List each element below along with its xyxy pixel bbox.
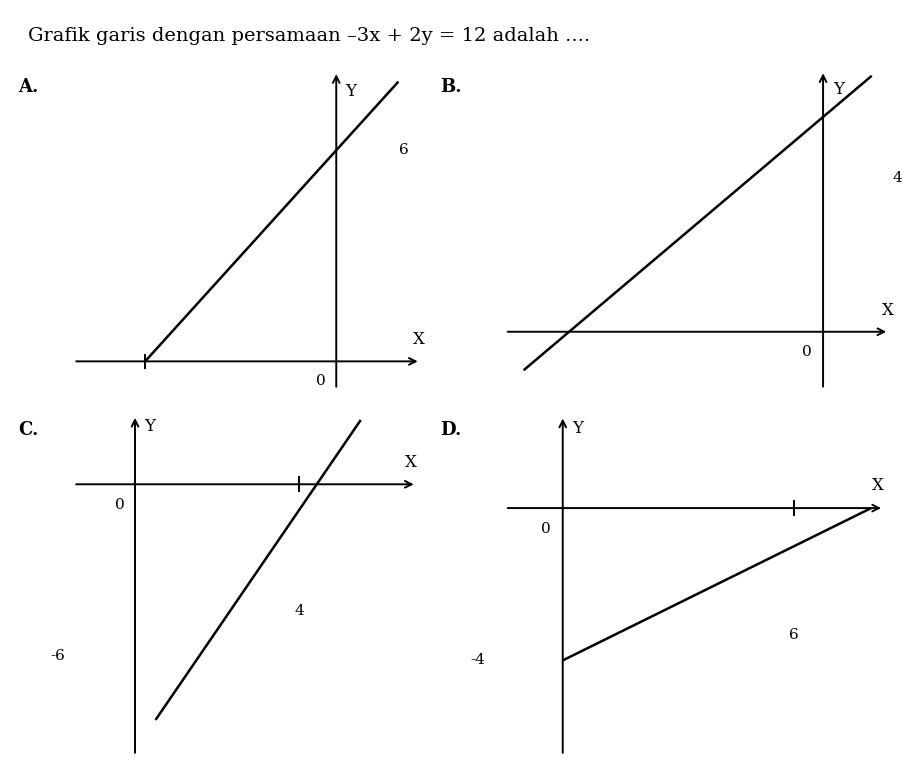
Text: Grafik garis dengan persamaan –3x + 2y = 12 adalah ....: Grafik garis dengan persamaan –3x + 2y =…: [28, 27, 589, 45]
Text: 6: 6: [789, 628, 799, 642]
Text: Y: Y: [144, 418, 155, 435]
Text: 4: 4: [295, 605, 304, 619]
Text: D.: D.: [441, 421, 462, 439]
Text: 0: 0: [801, 345, 812, 359]
Text: Y: Y: [345, 83, 356, 100]
Text: C.: C.: [18, 421, 39, 439]
Text: 4: 4: [892, 171, 902, 185]
Text: 0: 0: [115, 498, 125, 512]
Text: 6: 6: [399, 143, 409, 157]
Text: X: X: [405, 453, 417, 471]
Text: 0: 0: [316, 375, 326, 389]
Text: -4: -4: [138, 460, 152, 474]
Text: Y: Y: [833, 81, 844, 98]
Text: -6: -6: [50, 649, 65, 663]
Text: X: X: [882, 301, 894, 319]
Text: 0: 0: [542, 522, 551, 536]
Text: -6: -6: [591, 430, 606, 444]
Text: Y: Y: [573, 420, 583, 436]
Text: A.: A.: [18, 78, 39, 96]
Text: X: X: [871, 478, 883, 495]
Text: X: X: [413, 331, 425, 348]
Text: -4: -4: [471, 654, 486, 668]
Text: B.: B.: [441, 78, 463, 96]
